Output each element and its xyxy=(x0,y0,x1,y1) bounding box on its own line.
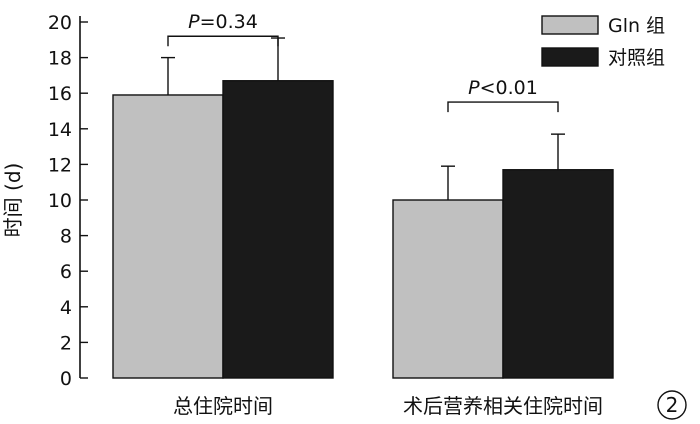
y-axis: 0 2 4 6 8 10 12 14 16 18 20 xyxy=(48,12,88,390)
bar-control-1 xyxy=(502,169,614,379)
p-value: <0.01 xyxy=(480,77,538,99)
panel-number-circle xyxy=(657,390,687,420)
y-tick-label: 4 xyxy=(60,297,72,319)
category-label: 术后营养相关住院时间 xyxy=(403,394,603,418)
bar-gln-0 xyxy=(112,94,224,379)
y-tick-label: 6 xyxy=(60,261,72,283)
y-axis-label: 时间 (d) xyxy=(1,163,25,238)
y-tick-label: 12 xyxy=(48,154,72,176)
y-tick-label: 16 xyxy=(48,83,72,105)
x-axis-categories: 总住院时间 术后营养相关住院时间 xyxy=(173,394,603,418)
y-tick-label: 20 xyxy=(48,12,72,34)
y-tick-label: 2 xyxy=(60,332,72,354)
bars xyxy=(112,80,614,379)
legend-swatch-control xyxy=(541,47,599,67)
p-value-annotations: P=0.34P<0.01 xyxy=(167,11,559,113)
legend-swatch-gln xyxy=(541,15,599,35)
y-tick-label: 18 xyxy=(48,48,72,70)
category-label: 总住院时间 xyxy=(173,394,273,418)
legend-label: Gln 组 xyxy=(608,15,665,37)
bar-control-0 xyxy=(222,80,334,379)
bar-gln-1 xyxy=(392,199,504,379)
legend-label: 对照组 xyxy=(608,47,665,69)
p-symbol: P xyxy=(188,11,200,33)
significance-bracket xyxy=(447,101,559,113)
y-tick-label: 0 xyxy=(60,368,72,390)
panel-number: 2 xyxy=(666,393,679,417)
y-tick-label: 10 xyxy=(48,190,72,212)
p-value-label: P=0.34 xyxy=(188,11,258,33)
y-tick-label: 8 xyxy=(60,226,72,248)
p-value: =0.34 xyxy=(200,11,258,33)
significance-bracket xyxy=(167,35,279,47)
y-tick-label: 14 xyxy=(48,119,72,141)
p-symbol: P xyxy=(468,77,480,99)
panel-number-badge: 2 xyxy=(657,390,687,420)
p-value-label: P<0.01 xyxy=(468,77,538,99)
